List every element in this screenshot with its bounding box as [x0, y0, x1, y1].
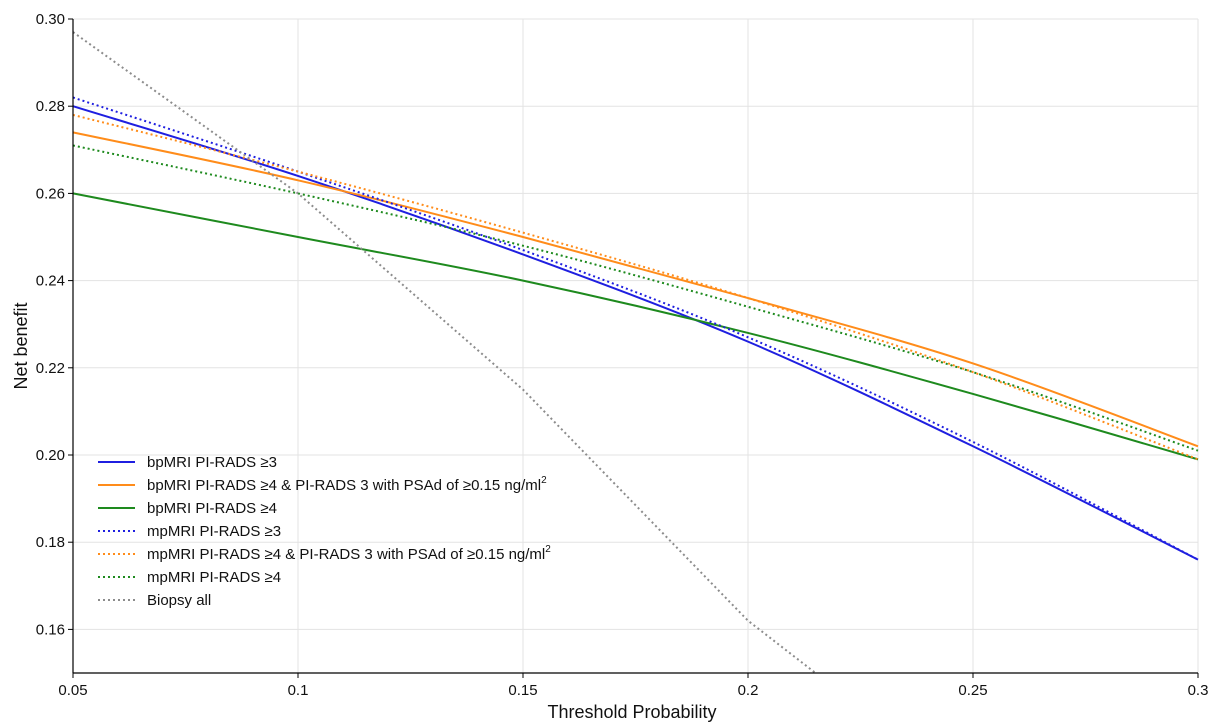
- y-tick-label: 0.18: [36, 534, 65, 551]
- series-line-mpmri-pi-rads-4-pi-rads-3-with-psad-of-0-15-ng-ml: [72, 113, 1199, 461]
- x-tick-label: 0.2: [738, 682, 759, 699]
- y-axis-title: Net benefit: [11, 302, 31, 389]
- legend-label: mpMRI PI-RADS ≥4: [147, 569, 281, 586]
- axes: [72, 19, 1198, 674]
- series-line-biopsy-all: [72, 31, 817, 674]
- legend-label: mpMRI PI-RADS ≥3: [147, 523, 281, 540]
- legend: bpMRI PI-RADS ≥3 bpMRI PI-RADS ≥4 & PI-RA…: [98, 454, 551, 609]
- x-tick-labels: 0.05 0.1 0.15 0.2 0.25 0.3: [58, 682, 1208, 699]
- legend-label-text: mpMRI PI-RADS ≥4 & PI-RADS 3 with PSAd o…: [147, 546, 545, 563]
- y-tick-label: 0.24: [36, 273, 65, 290]
- series-line-bpmri-pi-rads-4: [72, 192, 1199, 461]
- series-line-mpmri-pi-rads-3: [72, 96, 1199, 561]
- y-tick-label: 0.16: [36, 621, 65, 638]
- legend-label-superscript: 2: [545, 544, 551, 555]
- y-tick-label: 0.26: [36, 185, 65, 202]
- y-tick-label: 0.22: [36, 360, 65, 377]
- legend-label-text: bpMRI PI-RADS ≥4 & PI-RADS 3 with PSAd o…: [147, 477, 541, 494]
- y-tick-label: 0.28: [36, 98, 65, 115]
- x-tick-label: 0.15: [508, 682, 537, 699]
- x-tick-label: 0.1: [288, 682, 309, 699]
- legend-label-text: Biopsy all: [147, 592, 211, 609]
- legend-label-text: mpMRI PI-RADS ≥3: [147, 523, 281, 540]
- legend-label: bpMRI PI-RADS ≥4 & PI-RADS 3 with PSAd o…: [147, 475, 547, 494]
- series-line-mpmri-pi-rads-4: [72, 144, 1199, 452]
- legend-label: Biopsy all: [147, 592, 211, 609]
- x-tick-label: 0.05: [58, 682, 87, 699]
- legend-label: bpMRI PI-RADS ≥3: [147, 454, 277, 471]
- y-tick-label: 0.20: [36, 447, 65, 464]
- legend-label-superscript: 2: [541, 475, 547, 486]
- series-lines: [72, 31, 1199, 674]
- x-tick-label: 0.3: [1188, 682, 1209, 699]
- x-axis-title: Threshold Probability: [547, 702, 716, 722]
- legend-label: mpMRI PI-RADS ≥4 & PI-RADS 3 with PSAd o…: [147, 544, 551, 563]
- legend-label: bpMRI PI-RADS ≥4: [147, 500, 277, 517]
- series-line-bpmri-pi-rads-4-pi-rads-3-with-psad-of-0-15-ng-ml: [72, 131, 1199, 448]
- series-line-bpmri-pi-rads-3: [72, 105, 1199, 561]
- gridlines: [68, 18, 1199, 678]
- y-tick-labels: 0.16 0.18 0.20 0.22 0.24 0.26 0.28 0.30: [36, 11, 65, 638]
- y-tick-label: 0.30: [36, 11, 65, 28]
- legend-label-text: mpMRI PI-RADS ≥4: [147, 569, 281, 586]
- legend-label-text: bpMRI PI-RADS ≥3: [147, 454, 277, 471]
- legend-label-text: bpMRI PI-RADS ≥4: [147, 500, 277, 517]
- x-tick-label: 0.25: [958, 682, 987, 699]
